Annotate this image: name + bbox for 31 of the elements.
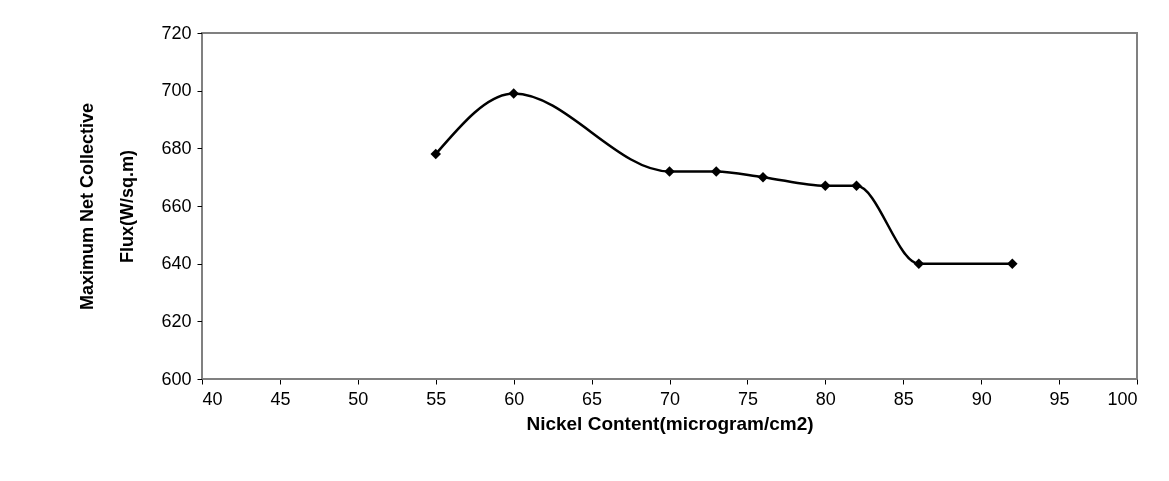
y-tick-label: 600 xyxy=(161,368,192,389)
point xyxy=(913,258,925,269)
point xyxy=(1007,258,1018,269)
point xyxy=(757,171,769,183)
point xyxy=(851,180,862,192)
y-tick-label: 660 xyxy=(161,195,192,216)
point xyxy=(820,180,831,192)
y-tick-label: 680 xyxy=(161,137,192,158)
x-tick-label: 90 xyxy=(971,388,992,409)
point xyxy=(664,166,675,177)
y-tick-label: 620 xyxy=(161,310,192,331)
x-axis-title: Nickel Content(microgram/cm2) xyxy=(526,412,814,434)
x-tick-label: 65 xyxy=(582,388,603,409)
x-tick-label: 80 xyxy=(815,388,836,409)
x-tick-label: 100 xyxy=(1107,388,1138,409)
point xyxy=(430,148,441,160)
x-tick-label: 60 xyxy=(504,388,525,409)
x-tick-label: 40 xyxy=(202,388,223,409)
y-axis-title: Maximum Net Collective Flux(W/sq.m) xyxy=(77,102,138,311)
y-tick-label: 700 xyxy=(161,80,192,101)
x-tick-label: 55 xyxy=(426,388,447,409)
x-tick-label: 85 xyxy=(893,388,914,409)
y-tick-label: 720 xyxy=(161,22,192,43)
x-tick-label: 45 xyxy=(270,388,291,409)
point xyxy=(508,88,519,99)
y-tick-label: 640 xyxy=(161,253,192,274)
x-tick-label: 75 xyxy=(737,388,758,409)
point xyxy=(711,166,722,177)
x-tick-label: 50 xyxy=(348,388,369,409)
x-tick-label: 70 xyxy=(659,388,681,409)
x-tick-label: 95 xyxy=(1049,388,1070,409)
